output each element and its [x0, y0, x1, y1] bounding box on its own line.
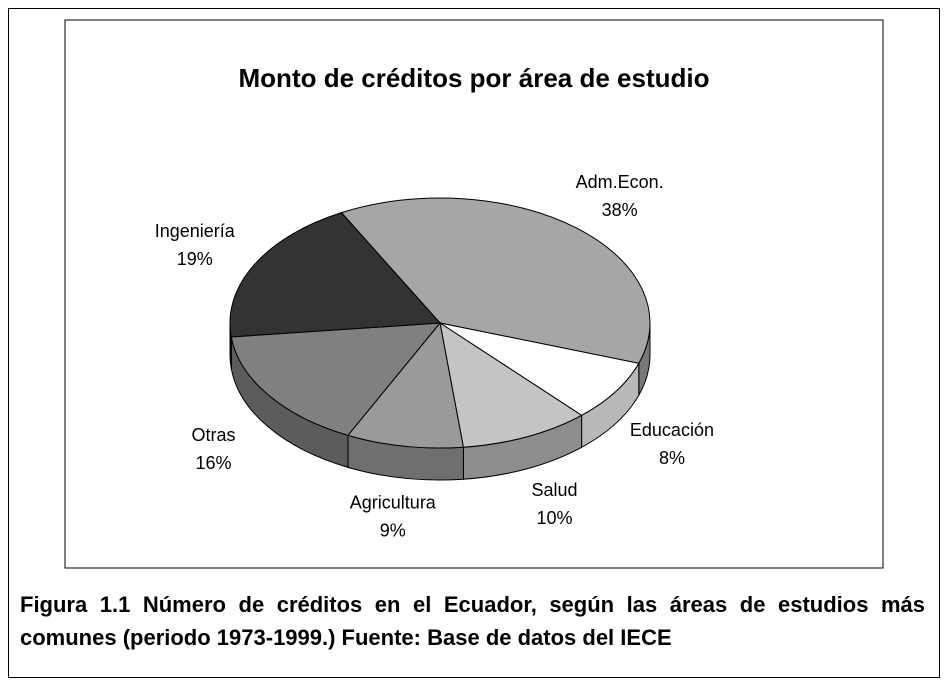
value-label: 9%: [380, 520, 406, 540]
slice: [230, 322, 442, 436]
slice: [347, 321, 465, 449]
figure-frame: [8, 8, 940, 678]
value-label: 8%: [659, 448, 685, 468]
slice: [229, 212, 442, 338]
category-label: Agricultura: [350, 492, 437, 512]
slice: [439, 321, 583, 448]
value-label: 38%: [602, 200, 638, 220]
category-label: Salud: [531, 480, 577, 500]
category-label: Otras: [191, 425, 235, 445]
category-label: Ingeniería: [155, 221, 236, 241]
chart: Monto de créditos por área de estudio Ad…: [64, 19, 884, 569]
figure-caption: Figura 1.1 Número de créditos en el Ecua…: [20, 592, 925, 650]
category-label: Educación: [630, 420, 714, 440]
slice: [439, 322, 640, 416]
value-label: 19%: [177, 249, 213, 269]
slice: [340, 197, 651, 364]
chart-title: Monto de créditos por área de estudio: [239, 63, 710, 93]
value-label: 16%: [195, 453, 231, 473]
category-label: Adm.Econ.: [576, 172, 664, 192]
value-label: 10%: [536, 508, 572, 528]
